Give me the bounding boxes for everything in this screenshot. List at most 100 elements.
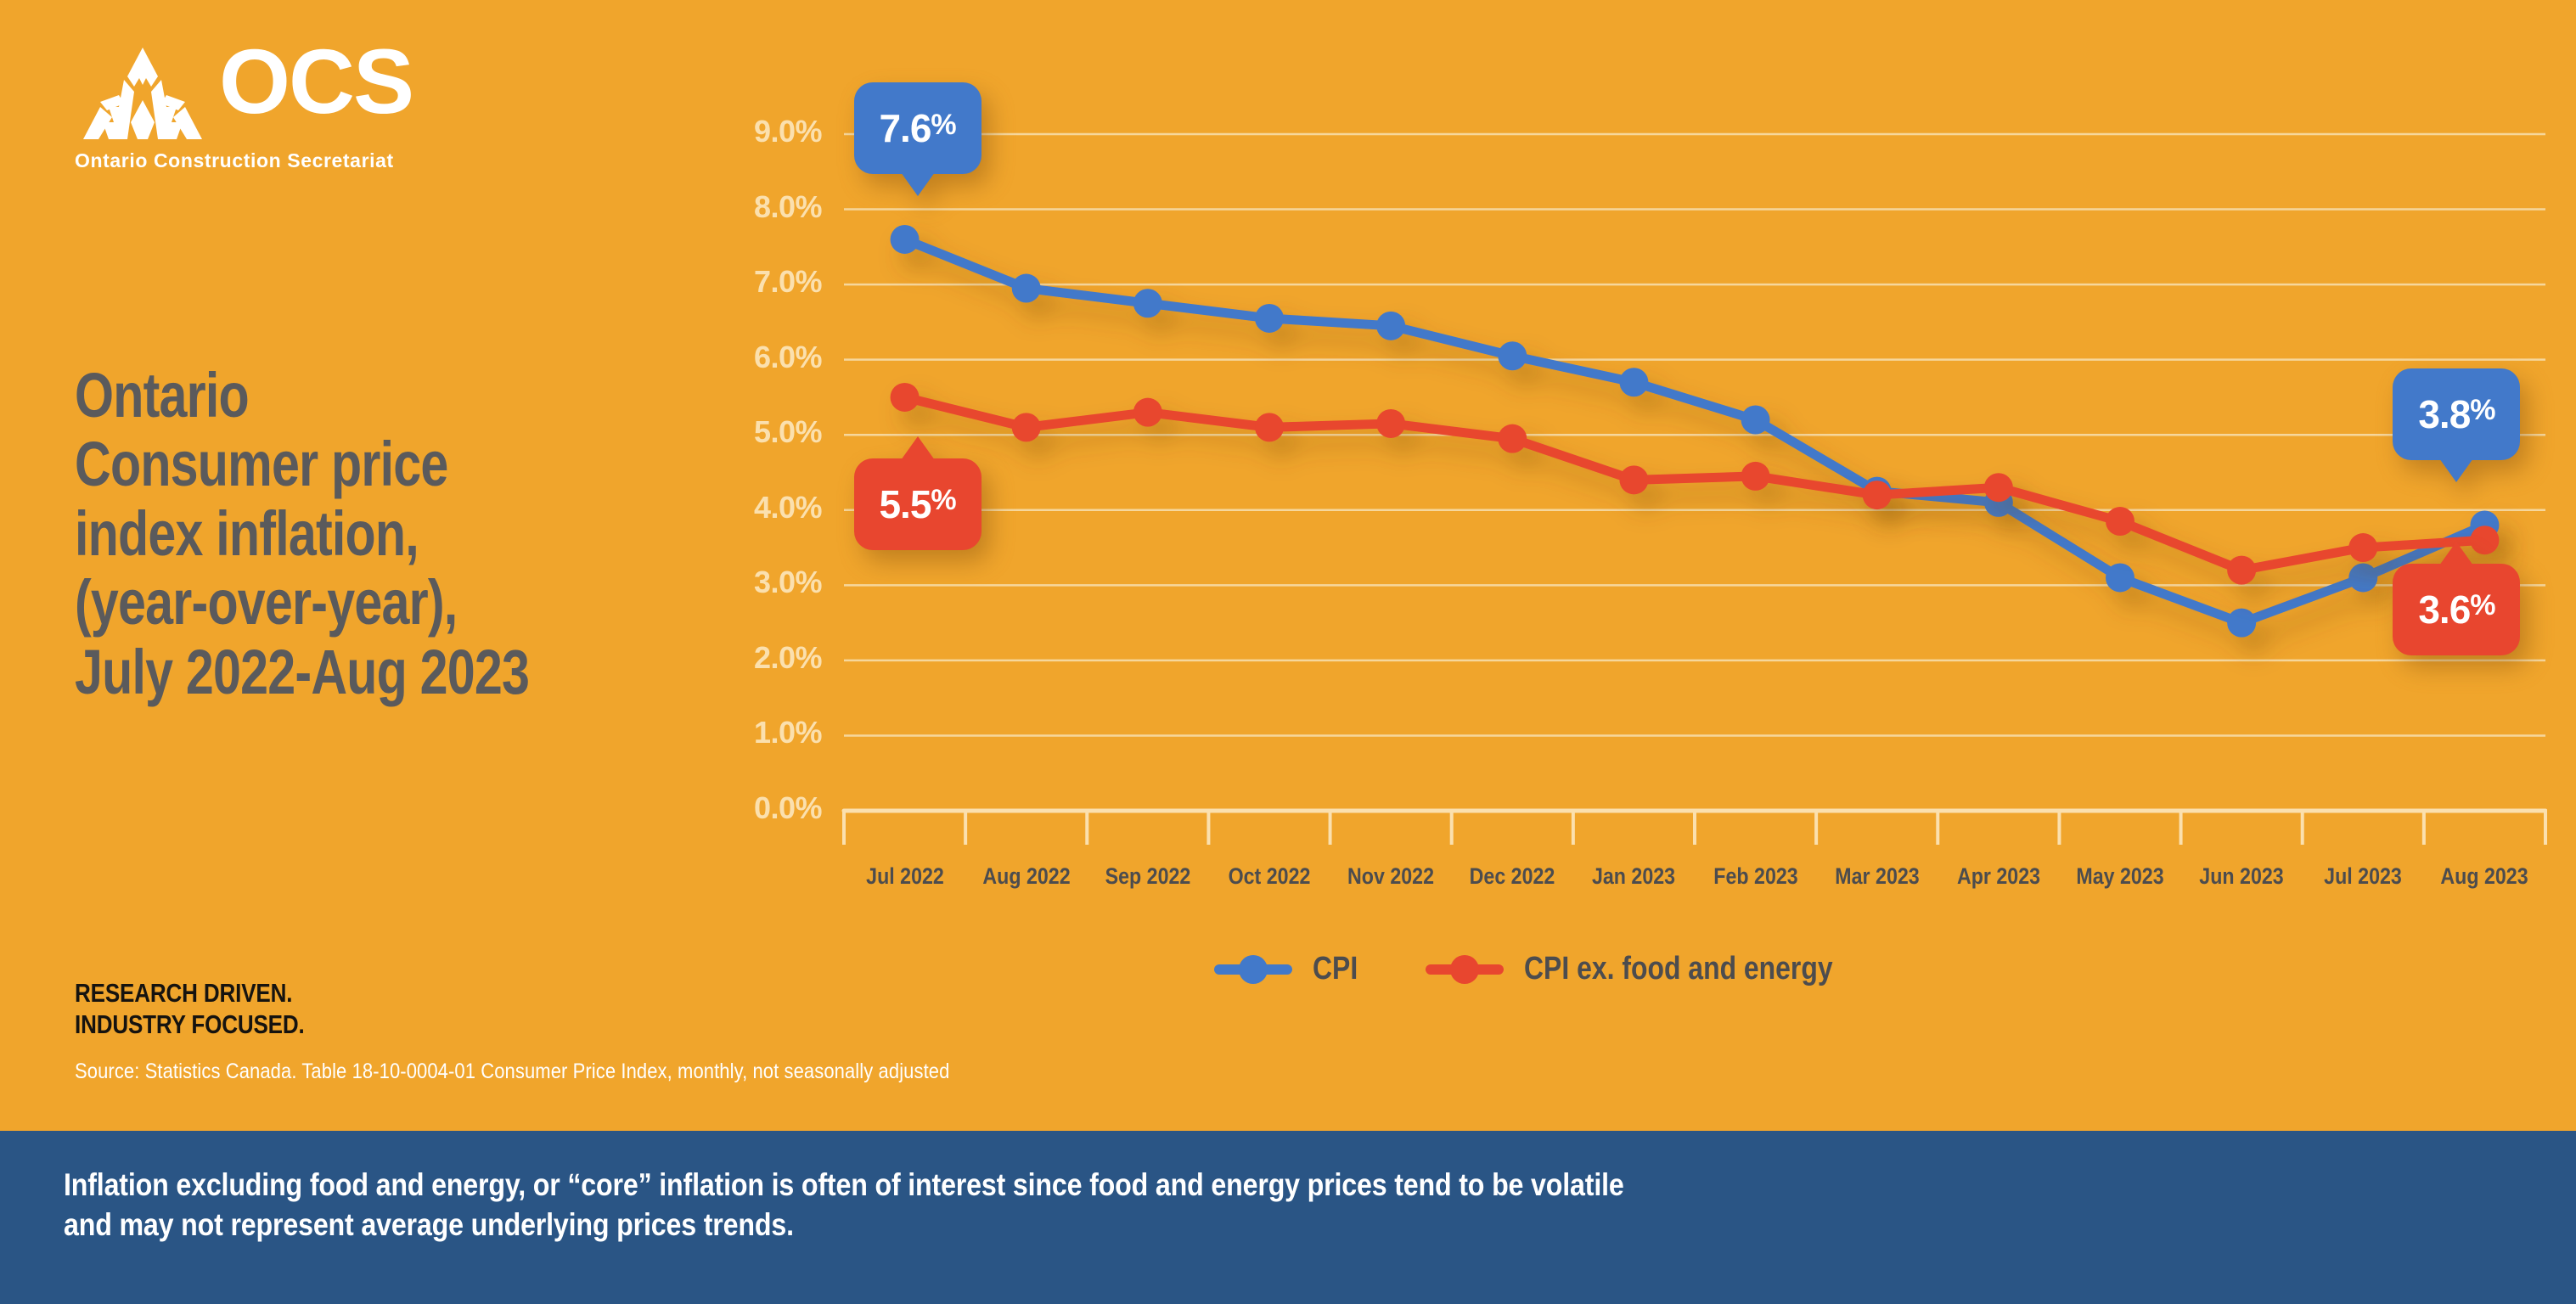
y-axis-tick-label: 3.0% bbox=[753, 565, 823, 600]
footer-banner-text: Inflation excluding food and energy, or … bbox=[64, 1165, 1624, 1245]
data-point[interactable] bbox=[1011, 413, 1041, 442]
x-axis-tick-label: Dec 2022 bbox=[1469, 863, 1555, 889]
data-point[interactable] bbox=[2227, 608, 2257, 638]
legend-item-cpi[interactable]: CPI bbox=[1214, 951, 1366, 987]
data-point[interactable] bbox=[1011, 273, 1041, 303]
series-cpi-ex-food-energy bbox=[890, 382, 2500, 585]
page-title-line-1: Ontario bbox=[75, 360, 250, 430]
legend-marker bbox=[1239, 954, 1268, 984]
line-chart: 0.0% 1.0% 2.0% 3.0% 4.0% 5.0% 6.0% 7.0% 8.0% 9.0%… bbox=[696, 82, 2547, 1070]
legend-swatch-icon bbox=[1426, 954, 1505, 984]
data-point[interactable] bbox=[1498, 424, 1527, 453]
data-point[interactable] bbox=[1376, 311, 1406, 340]
brand-tagline-line-1: RESEARCH DRIVEN. bbox=[75, 978, 293, 1008]
x-axis-tick-label: Feb 2023 bbox=[1713, 863, 1798, 889]
cpi-start-callout: 7.6% bbox=[853, 82, 981, 197]
data-point[interactable] bbox=[2106, 563, 2134, 593]
page-title: Ontario Consumer price index inflation, … bbox=[75, 361, 564, 706]
x-axis-tick-label: Mar 2023 bbox=[1834, 863, 1920, 889]
series-line bbox=[900, 392, 2489, 576]
data-point[interactable] bbox=[890, 224, 920, 254]
x-axis-tick-label: Aug 2023 bbox=[2440, 863, 2529, 889]
x-axis-tick-label: Apr 2023 bbox=[1956, 863, 2040, 889]
y-axis-tick-label: 8.0% bbox=[753, 188, 823, 224]
callout-percent-sign: % bbox=[2470, 394, 2495, 427]
data-point[interactable] bbox=[1376, 408, 1406, 438]
data-point[interactable] bbox=[1741, 405, 1770, 435]
data-point[interactable] bbox=[2227, 555, 2257, 585]
callout-pointer bbox=[2439, 458, 2474, 482]
footer-banner: Inflation excluding food and energy, or … bbox=[0, 1131, 2576, 1304]
series-line bbox=[900, 234, 2489, 628]
data-point[interactable] bbox=[2106, 507, 2134, 537]
x-axis-tick-label: Aug 2022 bbox=[982, 863, 1071, 889]
data-point[interactable] bbox=[1619, 368, 1649, 397]
page-title-line-3: index inflation, bbox=[75, 497, 419, 569]
y-axis-tick-label: 5.0% bbox=[753, 414, 823, 450]
data-point[interactable] bbox=[1133, 397, 1162, 427]
y-axis-tick-label: 7.0% bbox=[753, 264, 823, 300]
brand-tagline: RESEARCH DRIVEN. INDUSTRY FOCUSED. bbox=[75, 978, 305, 1040]
x-axis-tick-label: Oct 2022 bbox=[1228, 863, 1311, 889]
cpi-end-callout: 3.8% bbox=[2393, 368, 2521, 482]
x-axis-tick-label: Jan 2023 bbox=[1592, 863, 1676, 889]
data-point[interactable] bbox=[1255, 303, 1284, 333]
callout-value: 5.5 bbox=[879, 481, 931, 526]
callout-value: 3.6 bbox=[2418, 587, 2471, 632]
y-axis-tick-label: 9.0% bbox=[753, 114, 823, 149]
ocs-logo: OCS Ontario Construction Secretariat bbox=[75, 36, 474, 177]
logo-acronym: OCS bbox=[219, 30, 414, 132]
data-point[interactable] bbox=[1983, 473, 2013, 503]
y-axis-tick-label: 4.0% bbox=[753, 489, 823, 525]
callout-percent-sign: % bbox=[2470, 589, 2495, 622]
callout-percent-sign: % bbox=[931, 484, 956, 517]
page-title-line-2: Consumer price bbox=[75, 429, 448, 500]
core-start-callout: 5.5% bbox=[853, 436, 981, 550]
data-point[interactable] bbox=[2348, 533, 2378, 563]
legend-label: CPI bbox=[1313, 951, 1358, 986]
callout-pointer bbox=[2439, 541, 2474, 565]
brand-tagline-line-2: INDUSTRY FOCUSED. bbox=[75, 1009, 305, 1039]
legend-marker bbox=[1450, 954, 1480, 984]
legend-swatch-icon bbox=[1214, 954, 1292, 984]
chart-gridlines bbox=[844, 132, 2545, 737]
callout-value: 7.6 bbox=[879, 106, 931, 151]
data-point[interactable] bbox=[1255, 413, 1284, 442]
y-axis-tick-label: 6.0% bbox=[753, 339, 823, 374]
callout-pointer bbox=[900, 436, 935, 460]
logo-full-name: Ontario Construction Secretariat bbox=[75, 149, 394, 171]
data-point[interactable] bbox=[890, 382, 920, 412]
page-title-line-5: July 2022-Aug 2023 bbox=[75, 636, 530, 707]
chart-canvas bbox=[841, 132, 2547, 845]
data-point[interactable] bbox=[1862, 481, 1892, 510]
series-cpi bbox=[890, 224, 2500, 638]
data-point[interactable] bbox=[1619, 465, 1649, 495]
data-point[interactable] bbox=[2348, 563, 2378, 593]
page-title-line-4: (year-over-year), bbox=[75, 567, 458, 638]
data-point[interactable] bbox=[1498, 341, 1527, 371]
x-axis-tick-label: May 2023 bbox=[2076, 863, 2164, 889]
data-point[interactable] bbox=[1741, 461, 1770, 491]
y-axis-tick-label: 2.0% bbox=[753, 639, 823, 675]
chart-series-layer bbox=[890, 224, 2500, 638]
footer-banner-line-1: Inflation excluding food and energy, or … bbox=[64, 1167, 1624, 1202]
x-axis-tick-label: Sep 2022 bbox=[1105, 863, 1191, 889]
callout-value: 3.8 bbox=[2418, 391, 2471, 436]
x-axis-tick-label: Jul 2023 bbox=[2324, 863, 2403, 889]
source-note: Source: Statistics Canada. Table 18-10-0… bbox=[75, 1060, 950, 1083]
legend-label: CPI ex. food and energy bbox=[1524, 951, 1833, 986]
footer-banner-line-2: and may not represent average underlying… bbox=[64, 1207, 794, 1243]
chart-x-tick-marks bbox=[842, 811, 2547, 845]
ocs-triangle-logo-icon bbox=[83, 48, 202, 139]
data-point[interactable] bbox=[2470, 526, 2500, 555]
chart-legend: CPI CPI ex. food and energy bbox=[1214, 951, 1892, 987]
x-axis-tick-label: Nov 2022 bbox=[1347, 863, 1435, 889]
data-point[interactable] bbox=[1133, 289, 1162, 318]
x-axis-tick-label: Jul 2022 bbox=[865, 863, 944, 889]
legend-item-cpi-ex-food-energy[interactable]: CPI ex. food and energy bbox=[1426, 951, 1892, 987]
y-axis-tick-label: 1.0% bbox=[753, 715, 823, 750]
callout-pointer bbox=[900, 172, 935, 197]
x-axis-tick-label: Jun 2023 bbox=[2199, 863, 2284, 889]
y-axis-tick-label: 0.0% bbox=[753, 790, 823, 825]
